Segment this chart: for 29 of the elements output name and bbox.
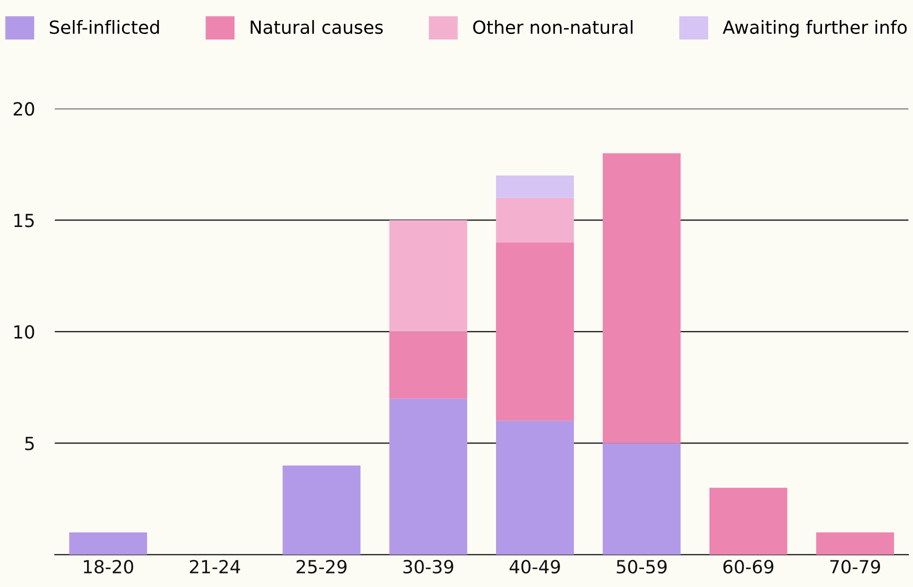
bar xyxy=(496,198,574,242)
x-tick-label: 70-79 xyxy=(830,560,880,574)
bar xyxy=(496,176,574,198)
bar xyxy=(496,420,574,555)
bar xyxy=(69,532,148,555)
bar xyxy=(389,398,468,555)
legend-label: Natural causes xyxy=(250,20,383,34)
bar xyxy=(602,443,681,555)
x-tick-label: 21-24 xyxy=(190,560,240,574)
x-tick-label: 50-59 xyxy=(616,560,667,574)
y-tick-label: 10 xyxy=(14,325,34,339)
legend-label: Awaiting further info xyxy=(722,20,907,38)
x-tick-label: 40-49 xyxy=(510,560,560,574)
x-tick-label: 60-69 xyxy=(723,560,774,574)
x-tick-label: 30-39 xyxy=(403,560,454,574)
bar xyxy=(816,532,894,555)
bar xyxy=(709,488,788,555)
y-tick-label: 5 xyxy=(25,436,34,450)
bar xyxy=(389,332,468,399)
x-tick-label: 18-20 xyxy=(84,560,134,574)
legend-label: Other non-natural xyxy=(473,20,632,34)
y-tick-label: 20 xyxy=(14,102,34,116)
legend-label: Self-inflicted xyxy=(50,20,159,34)
bar xyxy=(389,220,468,332)
x-tick-label: 25-29 xyxy=(296,560,347,574)
bar xyxy=(602,153,681,444)
bar xyxy=(496,242,574,421)
bar xyxy=(282,465,360,555)
y-tick-label: 15 xyxy=(14,214,34,228)
